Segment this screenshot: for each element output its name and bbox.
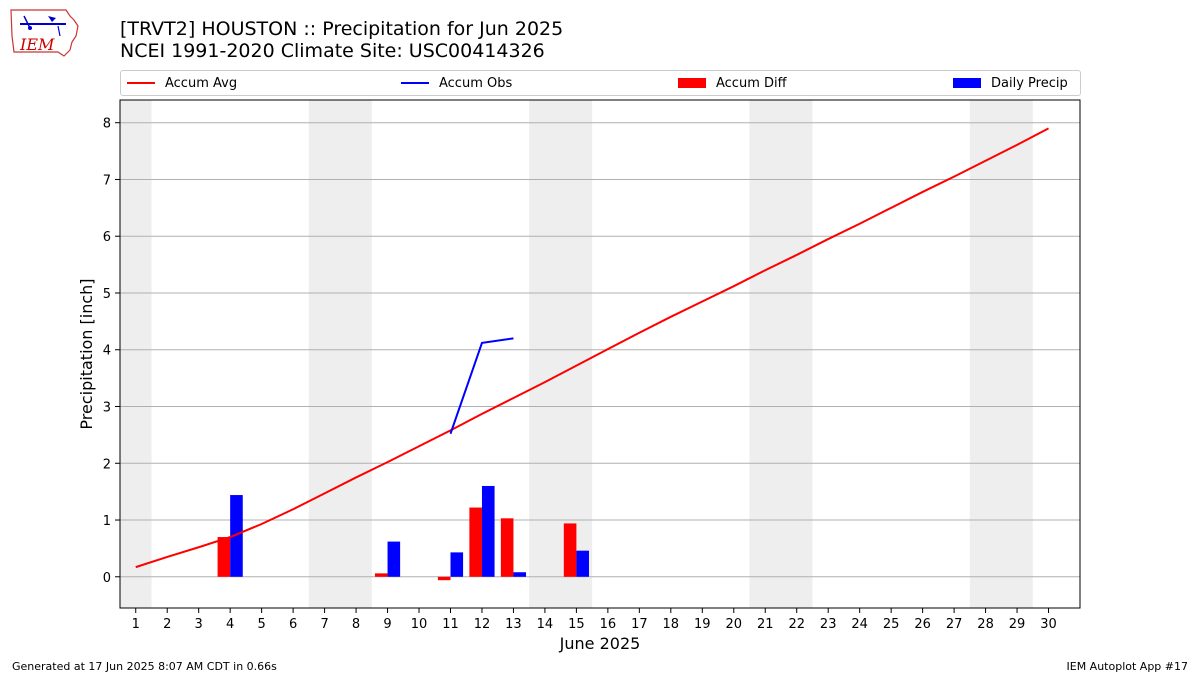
accum-diff-bar (437, 576, 451, 581)
legend: Accum Avg Accum Obs Accum Diff Daily Pre… (120, 70, 1081, 96)
y-tick-label: 4 (103, 344, 111, 359)
weekend-band (529, 100, 593, 608)
weekend-band (120, 100, 152, 608)
legend-item-accum-obs: Accum Obs (401, 71, 512, 95)
y-tick-label: 8 (103, 117, 111, 132)
x-tick-label: 27 (946, 617, 963, 632)
footer-app: IEM Autoplot App #17 (1066, 660, 1189, 673)
daily-precip-bar (387, 541, 401, 577)
grid-lines (120, 122, 1080, 578)
x-tick-label: 14 (537, 617, 554, 632)
x-tick-label: 28 (977, 617, 994, 632)
x-tick-label: 29 (1009, 617, 1026, 632)
x-axis: 1 2 3 4 5 6 7 8 9 10 11 12 13 14 15 16 17 18 19 20 21 22 23 24 2… (132, 608, 1057, 632)
chart-title: [TRVT2] HOUSTON :: Precipitation for Jun… (120, 18, 564, 40)
y-tick-label: 2 (103, 457, 111, 472)
legend-swatch-accum-obs (401, 82, 429, 84)
plot-frame (119, 99, 1081, 609)
x-tick-label: 22 (788, 617, 805, 632)
logo-text: IEM (19, 35, 55, 54)
x-tick-label: 21 (757, 617, 774, 632)
x-tick-label: 10 (411, 617, 428, 632)
accum-diff-bar (374, 573, 388, 577)
chart-subtitle: NCEI 1991-2020 Climate Site: USC00414326 (120, 40, 545, 62)
accum-diff-bar (563, 523, 577, 577)
x-tick-label: 3 (195, 617, 203, 632)
daily-precip-bar (481, 485, 495, 577)
accum-diff-bar (500, 518, 514, 577)
x-tick-label: 23 (820, 617, 837, 632)
legend-swatch-daily-precip (953, 78, 981, 88)
x-tick-label: 1 (132, 617, 140, 632)
accum-diff-bar (469, 507, 482, 577)
x-tick-label: 17 (631, 617, 648, 632)
accum-avg-line (135, 127, 1049, 569)
weekend-band (749, 100, 813, 608)
x-tick-label: 7 (320, 617, 328, 632)
legend-label-accum-obs: Accum Obs (439, 75, 513, 91)
x-tick-label: 19 (694, 617, 711, 632)
weekend-band (969, 100, 1033, 608)
x-axis-label: June 2025 (559, 634, 641, 653)
state-outline (10, 9, 79, 57)
y-tick-label: 0 (103, 571, 111, 586)
y-tick-label: 7 (103, 173, 111, 188)
y-tick-label: 3 (103, 401, 111, 416)
y-tick-label: 6 (103, 230, 111, 245)
weekend-band (308, 100, 372, 608)
x-tick-label: 25 (883, 617, 900, 632)
x-tick-label: 15 (568, 617, 585, 632)
legend-item-accum-avg: Accum Avg (127, 71, 237, 95)
daily-precip-bar (576, 550, 589, 577)
x-tick-label: 11 (442, 617, 459, 632)
x-tick-label: 9 (383, 617, 391, 632)
x-tick-label: 2 (163, 617, 171, 632)
accum-diff-bar (217, 537, 231, 577)
y-tick-label: 5 (103, 287, 111, 302)
legend-item-accum-diff: Accum Diff (678, 71, 787, 95)
x-tick-label: 24 (851, 617, 868, 632)
footer-generated: Generated at 17 Jun 2025 8:07 AM CDT in … (12, 660, 277, 673)
legend-swatch-accum-diff (678, 78, 706, 88)
x-tick-label: 18 (663, 617, 680, 632)
bars (217, 485, 589, 581)
x-tick-label: 5 (257, 617, 265, 632)
x-tick-label: 4 (226, 617, 234, 632)
legend-label-accum-diff: Accum Diff (716, 75, 787, 91)
x-tick-label: 20 (725, 617, 742, 632)
y-tick-label: 1 (103, 514, 111, 529)
daily-precip-bar (450, 552, 464, 577)
legend-swatch-accum-avg (127, 82, 155, 84)
series-lines (135, 127, 1049, 569)
y-axis-label: Precipitation [inch] (77, 278, 96, 429)
x-tick-label: 12 (474, 617, 491, 632)
accum-obs-line (449, 337, 514, 435)
legend-label-accum-avg: Accum Avg (165, 75, 238, 91)
x-tick-label: 30 (1040, 617, 1057, 632)
daily-precip-bar (230, 495, 243, 577)
weekend-shading (120, 100, 1033, 608)
x-tick-label: 8 (352, 617, 360, 632)
daily-precip-bar (513, 572, 527, 577)
legend-item-daily-precip: Daily Precip (953, 71, 1068, 95)
iem-logo: IEM (8, 6, 82, 62)
x-tick-label: 26 (914, 617, 931, 632)
y-axis: 0 1 2 3 4 5 6 7 8 (103, 117, 120, 586)
x-tick-label: 6 (289, 617, 297, 632)
legend-label-daily-precip: Daily Precip (991, 75, 1068, 91)
x-tick-label: 16 (600, 617, 617, 632)
x-tick-label: 13 (505, 617, 522, 632)
